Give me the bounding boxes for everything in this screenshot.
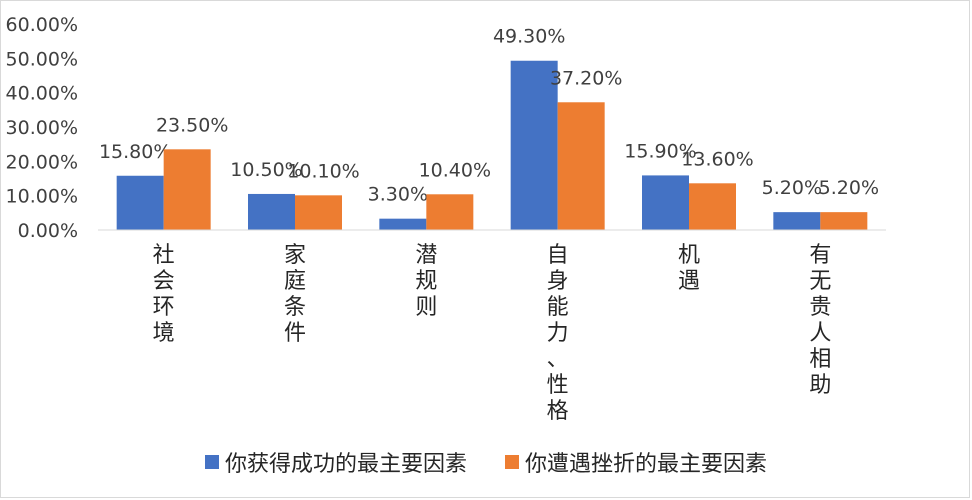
y-tick-label: 0.00% bbox=[18, 220, 78, 242]
y-tick-label: 10.00% bbox=[6, 186, 78, 208]
bar-setback bbox=[163, 149, 211, 230]
legend-item-setback: 你遭遇挫折的最主要因素 bbox=[505, 446, 767, 478]
x-tick-label: 机遇 bbox=[678, 243, 700, 294]
data-label: 15.90% bbox=[624, 140, 696, 162]
x-tick-label: 潜规则 bbox=[415, 243, 437, 320]
legend-swatch-setback bbox=[505, 455, 519, 469]
data-label: 49.30% bbox=[493, 26, 565, 48]
data-label: 15.80% bbox=[99, 141, 171, 163]
legend-swatch-success bbox=[204, 455, 219, 469]
bar-chart: 0.00% 10.00% 20.00% 30.00% 40.00% 50.00% 60.00… bbox=[6, 14, 886, 424]
x-tick-label: 有无贵人相助 bbox=[809, 243, 831, 398]
x-tick-label: 家庭条件 bbox=[284, 243, 306, 346]
legend-label-setback: 你遭遇挫折的最主要因素 bbox=[525, 452, 768, 477]
data-label: 10.50% bbox=[230, 159, 302, 181]
y-tick-label: 20.00% bbox=[6, 151, 78, 173]
x-tick-label: 社会环境 bbox=[153, 243, 175, 346]
legend-label-success: 你获得成功的最主要因素 bbox=[224, 452, 467, 477]
bar-setback bbox=[689, 183, 736, 230]
data-label: 23.50% bbox=[156, 114, 228, 136]
bar-setback bbox=[557, 102, 605, 230]
y-tick-label: 40.00% bbox=[6, 83, 78, 105]
data-label: 5.20% bbox=[819, 177, 879, 199]
y-tick-label: 30.00% bbox=[6, 117, 78, 139]
bar-success bbox=[642, 175, 689, 230]
bar-success bbox=[773, 212, 821, 230]
data-label: 37.20% bbox=[550, 67, 622, 89]
y-tick-label: 60.00% bbox=[6, 14, 78, 36]
x-tick-label: 自身能力、性格 bbox=[547, 243, 569, 424]
bar-success bbox=[510, 60, 558, 231]
legend: 你获得成功的最主要因素 你遭遇挫折的最主要因素 bbox=[0, 446, 972, 478]
data-label: 5.20% bbox=[762, 177, 822, 199]
y-tick-label: 50.00% bbox=[6, 48, 78, 70]
data-label: 10.10% bbox=[287, 160, 359, 182]
bar-setback bbox=[426, 194, 474, 230]
bar-setback bbox=[295, 195, 342, 230]
data-label: 10.40% bbox=[419, 159, 491, 181]
bar-success bbox=[116, 175, 164, 230]
legend-item-success: 你获得成功的最主要因素 bbox=[204, 446, 467, 478]
bar-success bbox=[379, 218, 427, 230]
bar-setback bbox=[820, 212, 868, 230]
data-label: 3.30% bbox=[368, 184, 428, 206]
bar-success bbox=[248, 193, 295, 230]
data-label: 13.60% bbox=[681, 148, 753, 170]
